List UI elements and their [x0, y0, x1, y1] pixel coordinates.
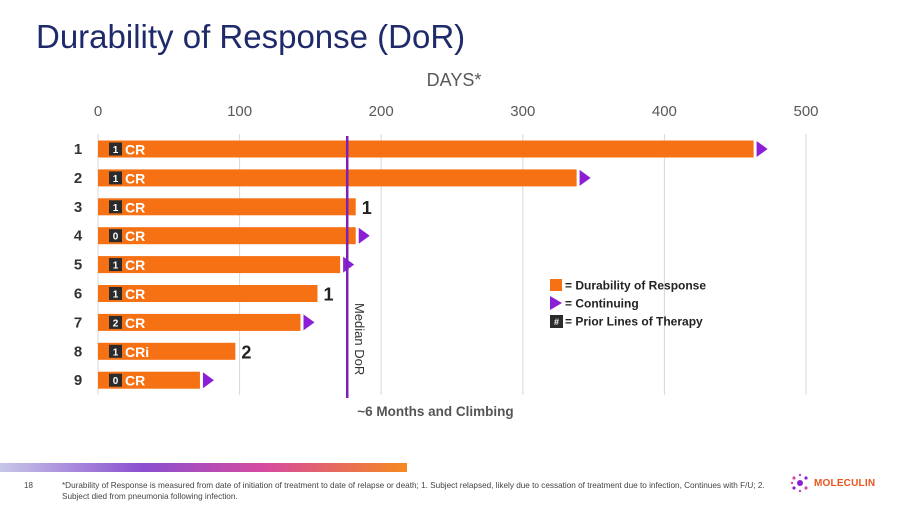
prior-lines-badge [109, 171, 122, 185]
x-tick-label: 100 [227, 103, 252, 120]
row-label: 4 [74, 228, 83, 245]
x-tick-label: 300 [510, 103, 535, 120]
prior-lines-badge [109, 315, 122, 329]
prior-lines-badge [109, 200, 122, 214]
response-label: CRi [125, 344, 149, 360]
response-label: CR [125, 199, 145, 215]
row-label: 7 [74, 314, 82, 331]
prior-lines-value: 1 [113, 145, 119, 156]
legend-label: = Continuing [565, 297, 639, 311]
prior-lines-value: 1 [113, 261, 119, 272]
response-label: CR [125, 286, 145, 302]
row-label: 6 [74, 286, 82, 303]
continuing-marker [358, 227, 370, 244]
continuing-marker [343, 256, 355, 273]
company-logo: MOLECULIN [790, 472, 890, 494]
continuing-marker [202, 372, 214, 389]
dor-bar [98, 342, 236, 360]
x-tick-label: 200 [369, 103, 394, 120]
legend-bar-swatch [550, 279, 562, 291]
prior-lines-badge [109, 229, 122, 243]
footnote: *Durability of Response is measured from… [62, 481, 765, 501]
response-label: CR [125, 373, 145, 389]
footnote-marker: 1 [362, 198, 372, 218]
dor-bar [98, 256, 341, 274]
dor-bar [98, 198, 356, 216]
legend-label: = Prior Lines of Therapy [565, 315, 703, 329]
dor-bar [98, 227, 356, 245]
response-label: CR [125, 315, 145, 331]
footnote-marker: 2 [241, 342, 251, 362]
row-label: 2 [74, 170, 82, 187]
continuing-marker [579, 169, 591, 186]
legend-label: = Durability of Response [565, 279, 706, 293]
x-tick-label: 0 [94, 103, 102, 120]
molecule-icon [790, 473, 808, 493]
dor-bar [98, 140, 754, 158]
response-label: CR [125, 257, 145, 273]
footnote-marker: 1 [323, 285, 333, 305]
prior-lines-badge [109, 142, 122, 156]
prior-lines-value: 0 [113, 232, 119, 243]
prior-lines-badge [109, 373, 122, 387]
response-label: CR [125, 228, 145, 244]
x-tick-label: 500 [793, 103, 818, 120]
row-label: 5 [74, 257, 82, 274]
response-label: CR [125, 142, 145, 158]
continuing-marker [756, 141, 768, 157]
prior-lines-badge [109, 344, 122, 358]
dor-bar [98, 313, 301, 331]
row-label: 9 [74, 372, 82, 389]
row-label: 8 [74, 343, 82, 360]
prior-lines-value: 1 [113, 203, 119, 214]
prior-lines-value: 1 [113, 290, 119, 301]
legend-continuing-swatch [550, 296, 562, 310]
prior-lines-badge [109, 258, 122, 272]
row-label: 1 [74, 141, 82, 158]
dor-bar [98, 371, 200, 389]
prior-lines-value: 1 [113, 347, 119, 358]
x-tick-label: 400 [652, 103, 677, 120]
continuing-marker [303, 314, 315, 331]
prior-lines-badge [109, 287, 122, 300]
legend-badge-swatch [550, 315, 563, 328]
axis-title: DAYS* [427, 70, 482, 90]
bottom-gradient-band [0, 463, 407, 472]
prior-lines-value: 1 [113, 174, 119, 185]
page-number: 18 [24, 481, 33, 490]
median-label: Median DoR [352, 303, 367, 375]
logo-text: MOLECULIN [814, 477, 876, 489]
median-annotation: ~6 Months and Climbing [357, 404, 513, 419]
row-label: 3 [74, 199, 82, 216]
dor-bar [98, 285, 318, 302]
prior-lines-value: 2 [113, 318, 119, 329]
dor-bar [98, 169, 577, 187]
slide-title: Durability of Response (DoR) [36, 18, 466, 55]
legend-badge-text: # [554, 317, 559, 327]
prior-lines-value: 0 [113, 376, 119, 387]
response-label: CR [125, 170, 145, 186]
